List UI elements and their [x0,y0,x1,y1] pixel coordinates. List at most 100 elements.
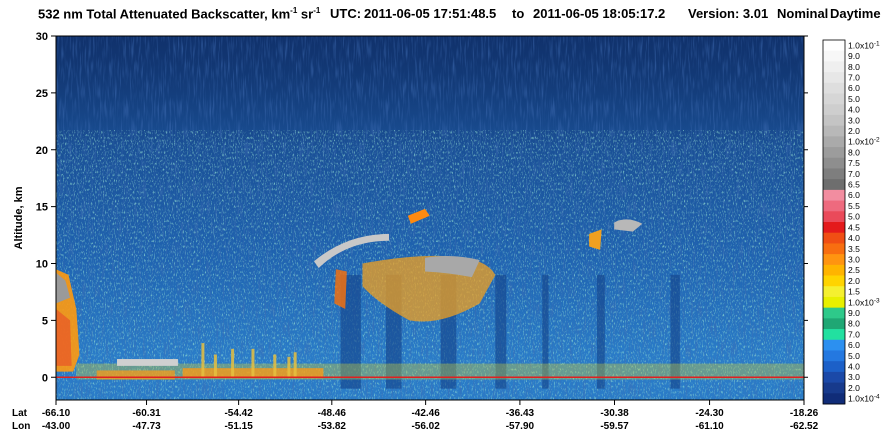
colorbar-label: 4.0 [848,233,860,243]
colorbar-label: 1.0x10-2 [848,137,880,147]
attenuated-column [542,274,549,389]
x-axis: Lat Lon -66.10 -43.00 -60.31 -47.73 -54.42 -51.… [12,400,819,432]
colorbar-swatch [823,318,845,330]
colorbar-label: 5.0 [848,212,860,222]
colorbar-label: 3.0 [848,254,860,264]
y-tick-label: 10 [36,259,48,271]
lon-tick-label: -47.73 [132,421,161,432]
utc-label: UTC: [330,6,362,21]
vertical-streaks [56,36,804,400]
lat-tick-label: -36.43 [506,408,535,419]
colorbar-label: 9.0 [848,51,860,61]
low-cumulus [293,352,297,378]
low-cumulus [213,354,217,378]
colorbar-swatch [823,339,845,351]
lat-tick-label: -48.46 [318,408,347,419]
chart-title: 532 nm Total Attenuated Backscatter, km-… [0,2,890,24]
y-tick-label: 0 [42,372,48,384]
colorbar-label: 6.0 [848,190,860,200]
high-cirrus-right [614,219,643,232]
colorbar-label: 7.0 [848,169,860,179]
colorbar-swatch [823,286,845,298]
lon-tick-label: -43.00 [42,421,71,432]
low-cumulus [231,348,235,378]
mode-label: Nominal [777,6,829,21]
y-tick-label: 30 [36,31,48,43]
colorbar-label: 1.0x10-3 [848,297,880,307]
y-tick-label: 5 [42,315,48,327]
lon-tick-label: -53.82 [318,421,347,432]
title-main: 532 nm Total Attenuated Backscatter, km-… [38,6,321,22]
colorbar-label: 9.0 [848,308,860,318]
colorbar-swatch [823,307,845,319]
lon-tick-label: -61.10 [695,421,724,432]
colorbar-swatch [823,93,845,105]
colorbar-frame [822,39,846,405]
colorbar-swatch [823,179,845,191]
attenuated-column [340,274,361,389]
colorbar-swatch [823,243,845,255]
cloud-features [56,208,804,389]
colorbar-label: 2.0 [848,276,860,286]
colorbar-label: 3.5 [848,244,860,254]
utc-to: to [512,6,525,21]
utc-end: 2011-06-05 18:05:17.2 [533,6,666,21]
lat-tick-label: -60.31 [132,408,161,419]
high-cirrus-right-edge [589,229,602,250]
y-tick-label: 25 [36,88,48,100]
low-cumulus [251,348,255,378]
colorbar-swatch [823,393,845,405]
colorbar-swatch [823,329,845,341]
colorbar-label: 8.0 [848,62,860,72]
colorbar-swatch [823,382,845,394]
utc-start: 2011-06-05 17:51:48.5 [364,6,497,21]
colorbar-swatch [823,157,845,169]
colorbar-label: 1.0x10-1 [848,40,880,50]
colorbar-swatch [823,361,845,373]
colorbar-swatch [823,147,845,159]
cirrus-arc [313,233,390,269]
colorbar-label: 5.0 [848,351,860,361]
colorbar-swatch [823,211,845,223]
colorbar-swatch [823,104,845,116]
lon-tick-label: -57.90 [506,421,535,432]
plot-frame [55,35,805,401]
colorbar-label: 2.5 [848,265,860,275]
colorbar-label: 3.0 [848,115,860,125]
lon-tick-label: -59.57 [600,421,629,432]
lat-row-label: Lat [12,408,28,419]
colorbar-swatch [823,275,845,287]
colorbar-swatch [823,168,845,180]
colorbar-label: 8.0 [848,147,860,157]
cirrus-top [407,208,430,224]
colorbar-label: 4.5 [848,222,860,232]
colorbar-swatch [823,114,845,127]
lat-tick-label: -30.38 [600,408,629,419]
colorbar-label: 7.0 [848,72,860,82]
daytime-label: Daytime [830,6,881,21]
cloud-low-left-core [56,272,71,304]
colorbar-label: 1.0x10-4 [848,394,880,404]
colorbar-swatch [823,222,845,234]
colorbar-swatch [823,61,845,73]
lon-tick-label: -56.02 [411,421,440,432]
colorbar-label: 5.0 [848,94,860,104]
colorbar-label: 6.5 [848,180,860,190]
colorbar-swatch [823,264,845,276]
low-cumulus [287,356,291,378]
colorbar-label: 7.0 [848,329,860,339]
boundary-layer-aerosol [96,370,175,380]
colorbar-swatch [823,254,845,266]
colorbar-swatch [823,350,845,362]
attenuated-column [495,274,507,389]
attenuated-column [596,274,605,389]
lon-tick-label: -62.52 [790,421,819,432]
colorbar-label: 4.0 [848,362,860,372]
low-stratus [116,359,178,366]
colorbar-swatch [823,189,845,201]
lat-tick-label: -54.42 [224,408,253,419]
lat-tick-label: -42.46 [411,408,440,419]
colorbar-label: 8.0 [848,319,860,329]
mid-cloud-left-edge [334,269,347,309]
colorbar-label: 2.0 [848,383,860,393]
